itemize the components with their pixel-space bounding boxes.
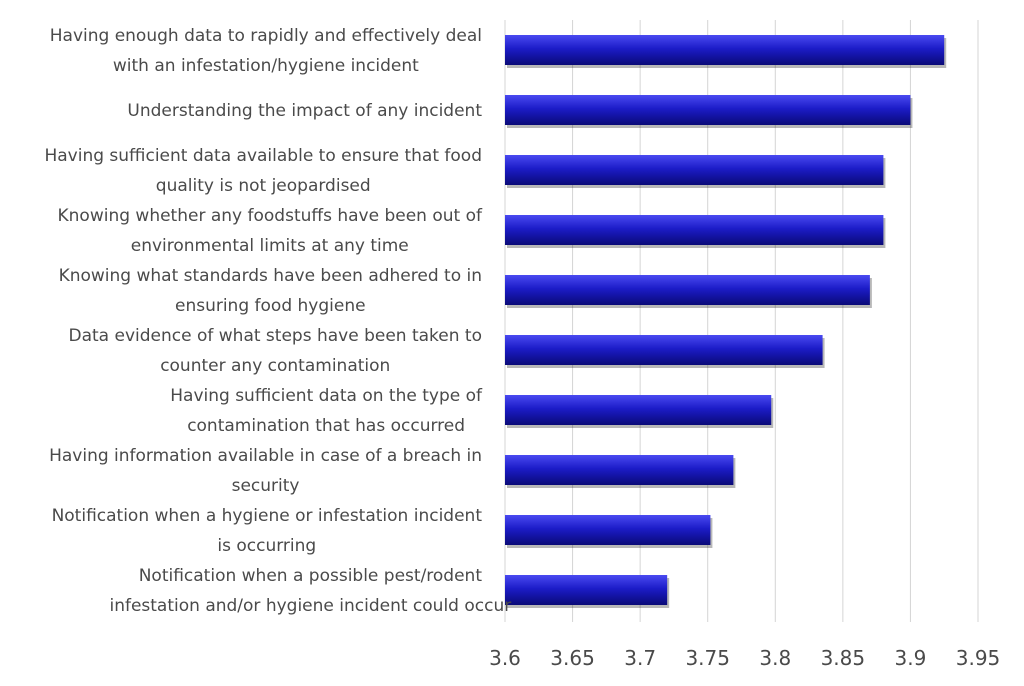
bar [505,155,884,185]
category-label-line: security [232,476,300,496]
category-label: Knowing whether any foodstuffs have been… [58,206,484,256]
bar [505,575,668,605]
category-label-line: Notification when a hygiene or infestati… [52,506,483,526]
category-label-line: infestation and/or hygiene incident coul… [109,596,511,616]
bars [505,35,947,608]
category-label: Having sufficient data available to ensu… [44,146,482,196]
bar [505,95,911,125]
category-label-line: Having enough data to rapidly and effect… [50,26,482,46]
category-label: Knowing what standards have been adhered… [59,266,482,316]
category-label-line: Understanding the impact of any incident [127,101,482,121]
x-tick-label: 3.65 [550,646,595,670]
category-label: Data evidence of what steps have been ta… [69,326,483,376]
category-labels: Having enough data to rapidly and effect… [44,26,511,616]
category-label-line: with an infestation/hygiene incident [113,56,419,76]
bar [505,335,823,365]
category-label-line: Data evidence of what steps have been ta… [69,326,483,346]
x-tick-label: 3.85 [821,646,866,670]
category-label-line: Having information available in case of … [49,446,482,466]
bar [505,35,945,65]
x-tick-label: 3.8 [759,646,791,670]
category-label-line: is occurring [217,536,316,556]
category-label-line: ensuring food hygiene [175,296,366,316]
category-label: Having enough data to rapidly and effect… [50,26,482,76]
category-label-line: Knowing what standards have been adhered… [59,266,482,286]
bar [505,275,870,305]
category-label: Understanding the impact of any incident [127,101,482,121]
x-tick-label: 3.9 [895,646,927,670]
category-label: Having sufficient data on the type of con… [170,386,483,436]
bar [505,215,884,245]
x-tick-label: 3.75 [685,646,730,670]
category-label-line: Having sufficient data available to ensu… [44,146,482,166]
category-label-line: Having sufficient data on the type of [170,386,483,406]
bar [505,455,734,485]
x-axis-ticks: 3.6 3.65 3.7 3.75 3.8 3.85 3.9 3.95 [489,646,1000,670]
category-label-line: quality is not jeopardised [156,176,371,196]
x-tick-label: 3.7 [624,646,656,670]
category-label: Notification when a hygiene or infestati… [52,506,483,556]
category-label-line: Knowing whether any foodstuffs have been… [58,206,484,226]
x-tick-label: 3.6 [489,646,521,670]
bar [505,515,711,545]
category-label: Notification when a possible pest/rodent… [109,566,511,616]
bar [505,395,772,425]
category-label-line: counter any contamination [160,356,390,376]
category-label-line: contamination that has occurred [187,416,465,436]
category-label-line: environmental limits at any time [131,236,409,256]
category-label-line: Notification when a possible pest/rodent [139,566,483,586]
x-tick-label: 3.95 [956,646,1001,670]
category-label: Having information available in case of … [49,446,482,496]
